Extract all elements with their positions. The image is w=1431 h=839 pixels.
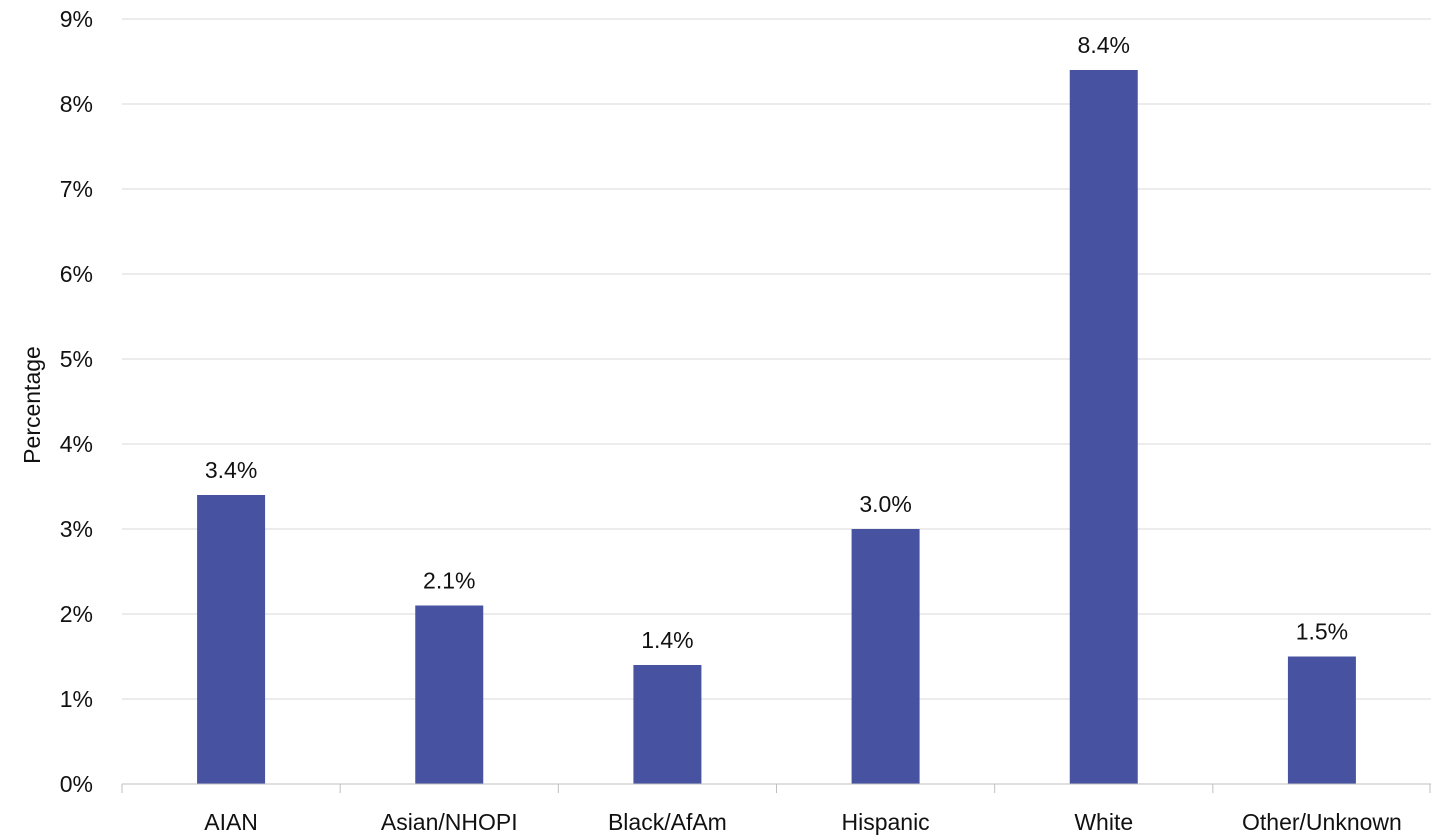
y-tick-label: 6% <box>60 261 93 287</box>
bar <box>633 665 702 784</box>
data-label: 1.4% <box>641 627 693 653</box>
data-labels: 3.4% 2.1% 1.4% 3.0% 8.4% 1.5% <box>205 32 1348 653</box>
x-category-label: AIAN <box>204 809 258 835</box>
x-category-label: Hispanic <box>841 809 929 835</box>
y-axis-title: Percentage <box>19 346 45 464</box>
gridlines <box>122 18 1431 700</box>
y-tick-label: 3% <box>60 516 93 542</box>
bar <box>1069 70 1138 784</box>
data-label: 8.4% <box>1078 32 1130 58</box>
y-tick-label: 4% <box>60 431 93 457</box>
data-label: 1.5% <box>1296 619 1348 645</box>
y-tick-label: 8% <box>60 91 93 117</box>
x-axis: AIAN Asian/NHOPI Black/AfAm Hispanic White Ot… <box>121 783 1431 835</box>
data-label: 3.4% <box>205 457 257 483</box>
y-axis-ticks: 0% 1% 2% 3% 4% 5% 6% 7% 8% 9% <box>60 6 93 797</box>
y-tick-label: 0% <box>60 771 93 797</box>
bar <box>197 495 266 784</box>
y-tick-label: 1% <box>60 686 93 712</box>
x-category-label: Asian/NHOPI <box>381 809 518 835</box>
bar <box>1287 656 1356 784</box>
data-label: 2.1% <box>423 568 475 594</box>
y-tick-label: 2% <box>60 601 93 627</box>
bars <box>197 70 1356 784</box>
bar <box>415 605 484 784</box>
y-tick-label: 5% <box>60 346 93 372</box>
data-label: 3.0% <box>859 491 911 517</box>
x-category-label: White <box>1074 809 1133 835</box>
y-tick-label: 7% <box>60 176 93 202</box>
y-tick-label: 9% <box>60 6 93 32</box>
x-category-label: Black/AfAm <box>608 809 727 835</box>
bar <box>851 529 920 784</box>
x-category-label: Other/Unknown <box>1242 809 1402 835</box>
